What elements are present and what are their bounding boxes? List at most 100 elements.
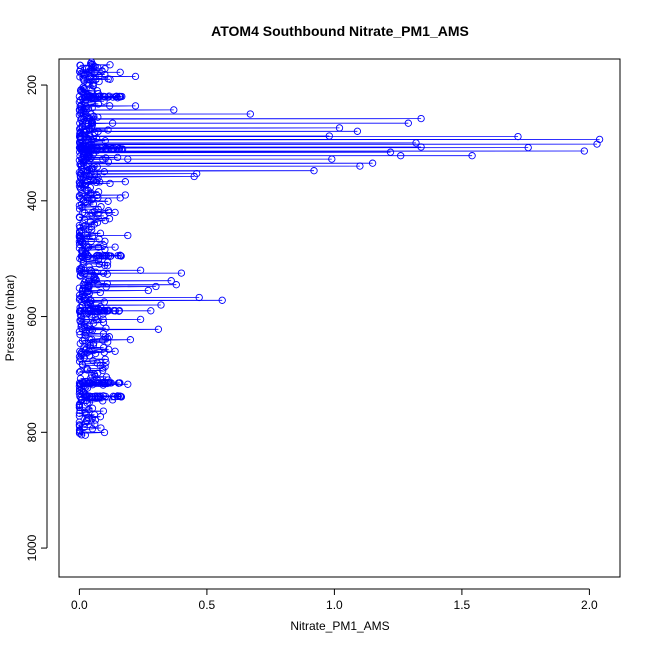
data-layer: [75, 58, 604, 439]
data-point: [154, 325, 163, 333]
data-point: [106, 75, 114, 83]
data-point: [87, 68, 95, 76]
data-point: [103, 334, 111, 342]
data-point: [101, 261, 109, 270]
data-point: [136, 266, 145, 274]
data-point: [88, 404, 97, 412]
data-point: [88, 211, 96, 219]
data-point: [104, 158, 113, 166]
data-point: [77, 367, 85, 375]
data-point: [100, 348, 108, 357]
data-point: [356, 162, 364, 170]
data-point: [88, 209, 96, 217]
data-point: [96, 178, 104, 186]
data-point: [75, 168, 84, 177]
data-point: [87, 237, 95, 245]
data-point: [76, 330, 84, 339]
data-point: [100, 428, 109, 437]
data-point: [99, 381, 107, 389]
data-point: [80, 353, 89, 362]
data-point: [104, 145, 112, 153]
data-point: [80, 322, 89, 330]
data-point: [76, 160, 84, 169]
data-point: [85, 347, 93, 355]
data-point: [92, 315, 100, 324]
data-point: [77, 180, 85, 189]
data-point: [76, 406, 84, 415]
data-point: [246, 110, 254, 118]
data-point: [101, 145, 109, 153]
data-point: [113, 153, 122, 162]
y-tick-label: 1000: [25, 534, 39, 561]
data-point: [147, 307, 155, 315]
data-point: [131, 72, 140, 81]
data-point: [94, 127, 102, 136]
data-point: [85, 277, 93, 286]
data-point: [85, 132, 93, 141]
data-point: [90, 162, 98, 170]
data-point: [76, 272, 84, 280]
data-point: [88, 381, 97, 389]
data-point: [101, 355, 109, 363]
y-tick-label: 800: [25, 422, 39, 442]
data-point: [84, 187, 92, 195]
data-point: [144, 286, 152, 295]
data-point: [85, 263, 93, 271]
data-point: [106, 379, 114, 387]
data-point: [117, 393, 126, 401]
data-point: [85, 289, 93, 298]
data-point: [83, 178, 92, 186]
data-point: [87, 99, 95, 107]
data-point: [89, 82, 97, 90]
data-point: [101, 379, 109, 388]
data-point: [87, 223, 95, 231]
data-point: [75, 307, 84, 316]
data-point: [105, 333, 113, 341]
data-point: [95, 252, 103, 260]
data-point: [86, 218, 95, 226]
data-point: [103, 379, 111, 388]
data-point: [116, 194, 124, 202]
data-point: [96, 362, 104, 370]
data-point: [100, 168, 108, 176]
data-point: [94, 256, 103, 265]
data-point: [86, 73, 94, 81]
data-point: [87, 267, 96, 275]
data-point: [77, 162, 85, 170]
data-point: [335, 124, 344, 132]
series-line: [77, 61, 600, 436]
data-point: [514, 132, 522, 141]
data-point: [101, 93, 109, 101]
data-point: [102, 283, 110, 291]
data-point: [397, 152, 405, 160]
data-point: [75, 67, 84, 76]
data-point: [112, 93, 120, 101]
data-point: [79, 83, 87, 91]
data-point: [91, 416, 100, 424]
data-point: [152, 282, 160, 291]
data-point: [99, 343, 108, 352]
data-point: [325, 132, 333, 140]
data-point: [386, 148, 395, 156]
chart-title: ATOM4 Southbound Nitrate_PM1_AMS: [211, 23, 469, 39]
data-point: [99, 407, 108, 415]
y-tick-label: 200: [25, 75, 39, 95]
x-tick-label: 0.0: [71, 598, 88, 612]
data-point: [77, 226, 85, 235]
data-point: [87, 189, 95, 197]
data-point: [97, 424, 105, 432]
data-point: [177, 269, 186, 277]
data-point: [88, 232, 97, 240]
data-point: [111, 243, 119, 251]
data-point: [131, 102, 140, 110]
data-point: [81, 270, 89, 278]
data-point: [86, 154, 94, 163]
data-point: [83, 380, 91, 388]
data-point: [218, 296, 226, 304]
data-point: [76, 173, 85, 182]
data-point: [170, 106, 178, 114]
data-point: [124, 155, 132, 163]
data-point: [190, 172, 198, 181]
data-point: [75, 422, 84, 430]
data-point: [77, 323, 85, 331]
